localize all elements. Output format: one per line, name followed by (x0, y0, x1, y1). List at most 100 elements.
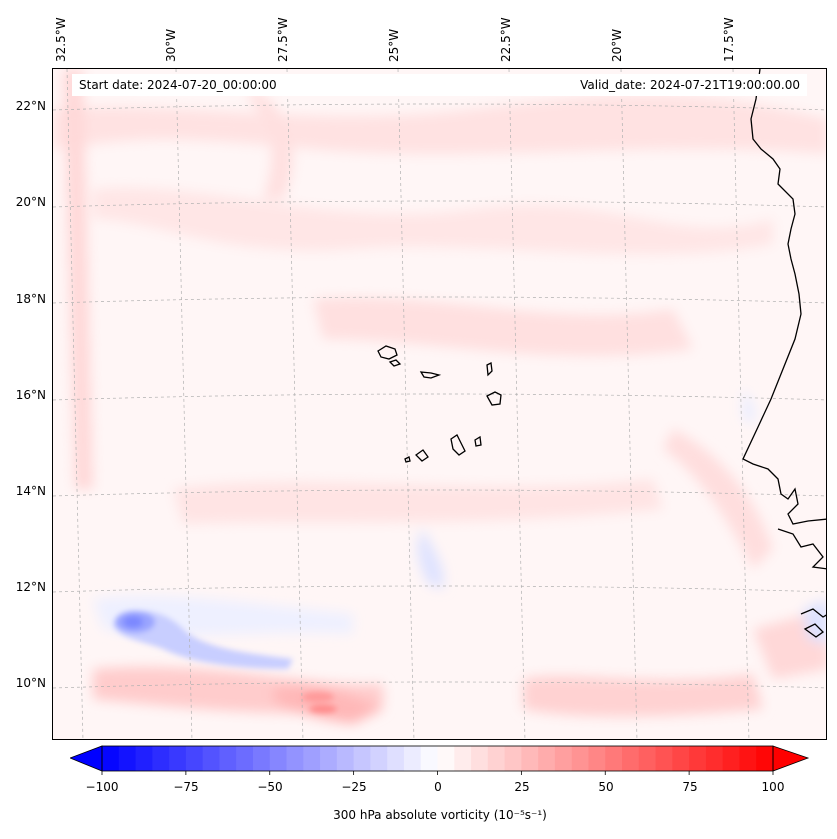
colorbar-bin (185, 746, 204, 771)
colorbar-bin (756, 746, 774, 771)
colorbar-bin (672, 746, 690, 771)
lon-label-25w: 25°W (387, 28, 401, 62)
colorbar-bin (487, 746, 506, 771)
colorbar-bin (320, 746, 338, 771)
colorbar-bin (739, 746, 757, 771)
colorbar-label: 300 hPa absolute vorticity (10⁻⁵s⁻¹) (333, 808, 547, 822)
colorbar-bin (689, 746, 707, 771)
colorbar-bin (471, 746, 489, 771)
meridian-line (732, 69, 750, 739)
island-brava (404, 456, 411, 463)
lat-label-14n: 14°N (15, 484, 46, 498)
parallel-line (53, 296, 826, 304)
island-sao-vicente (388, 359, 402, 367)
colorbar-bin (286, 746, 304, 771)
colorbar-bin (420, 746, 439, 771)
vorticity-minimum (113, 611, 337, 713)
cb-tick-minus-75: −75 (173, 780, 199, 794)
colorbar-bin (169, 746, 187, 771)
meridian-line (66, 69, 84, 739)
meridian-line (508, 69, 526, 739)
colorbar-bin (605, 746, 623, 771)
island-sal (486, 362, 493, 377)
graticule (53, 69, 826, 739)
lat-label-16n: 16°N (15, 388, 46, 402)
colorbar-bin (269, 746, 288, 771)
island-maio (474, 435, 482, 447)
cb-tick-100: 100 (761, 780, 785, 794)
island-boa-vista (486, 391, 502, 406)
colorbar-bin (622, 746, 640, 771)
colorbar-bin (118, 746, 137, 771)
lat-label-10n: 10°N (15, 676, 46, 690)
colorbar (70, 745, 810, 775)
lat-label-18n: 18°N (15, 292, 46, 306)
lat-label-20n: 20°N (15, 195, 46, 209)
cb-tick-minus-100: −100 (85, 780, 119, 794)
colorbar-bin (454, 746, 472, 771)
meridian-line (175, 69, 193, 739)
colorbar-min-extend (70, 745, 103, 772)
island-sao-nicolau (419, 371, 442, 379)
lon-label-17-5w: 17.5°W (722, 17, 736, 62)
date-banner (72, 74, 807, 96)
colorbar-bin (202, 746, 221, 771)
colorbar-max-extend (772, 745, 810, 772)
colorbar-bin (504, 746, 522, 771)
parallel-line (53, 489, 826, 497)
parallel-line (53, 681, 826, 689)
meridian-line (620, 69, 638, 739)
parallel-line (53, 393, 826, 401)
lon-label-30w: 30°W (164, 28, 178, 62)
colorbar-bin (219, 746, 237, 771)
map-panel (52, 68, 827, 740)
colorbar-bin (437, 746, 455, 771)
cb-tick-25: 25 (514, 780, 530, 794)
valid-date-text: Valid_date: 2024-07-21T19:00:00.00 (580, 78, 800, 92)
lon-label-20w: 20°W (610, 28, 624, 62)
island-santiago (450, 434, 466, 456)
meridian-line (286, 69, 304, 739)
cb-tick-0: 0 (434, 780, 442, 794)
coastline (377, 69, 826, 638)
cb-tick-75: 75 (682, 780, 698, 794)
parallel-line (53, 103, 826, 111)
vorticity-map (53, 69, 826, 739)
cb-tick-50: 50 (598, 780, 614, 794)
colorbar-tick-marks (101, 771, 774, 775)
colorbar-bin (705, 746, 724, 771)
cb-tick-minus-25: −25 (341, 780, 367, 794)
colorbar-bins (102, 746, 774, 771)
colorbar-bin (387, 746, 405, 771)
colorbar-bin (370, 746, 388, 771)
lat-label-22n: 22°N (15, 99, 46, 113)
colorbar-bin (236, 746, 254, 771)
colorbar-bin (554, 746, 573, 771)
colorbar-bin (152, 746, 170, 771)
colorbar-bin (538, 746, 556, 771)
colorbar-bin (135, 746, 153, 771)
island-fogo (414, 449, 429, 462)
colorbar-bin (252, 746, 271, 771)
lon-label-27-5w: 27.5°W (276, 17, 290, 62)
start-date-text: Start date: 2024-07-20_00:00:00 (79, 78, 277, 92)
island-santo-antao (377, 345, 398, 360)
colorbar-bin (303, 746, 321, 771)
colorbar-bin (102, 746, 120, 771)
colorbar-bin (353, 746, 372, 771)
colorbar-bin (521, 746, 539, 771)
lon-label-32-5w: 32.5°W (54, 17, 68, 62)
meridian-line (397, 69, 415, 739)
colorbar-bin (655, 746, 673, 771)
lon-label-22-5w: 22.5°W (499, 17, 513, 62)
cb-tick-minus-50: −50 (257, 780, 283, 794)
colorbar-bin (588, 746, 606, 771)
colorbar-bin (638, 746, 657, 771)
lat-label-12n: 12°N (15, 580, 46, 594)
colorbar-bin (722, 746, 741, 771)
colorbar-bin (571, 746, 590, 771)
colorbar-bin (403, 746, 422, 771)
parallel-line (53, 585, 826, 593)
colorbar-bin (336, 746, 355, 771)
parallel-line (53, 200, 826, 208)
